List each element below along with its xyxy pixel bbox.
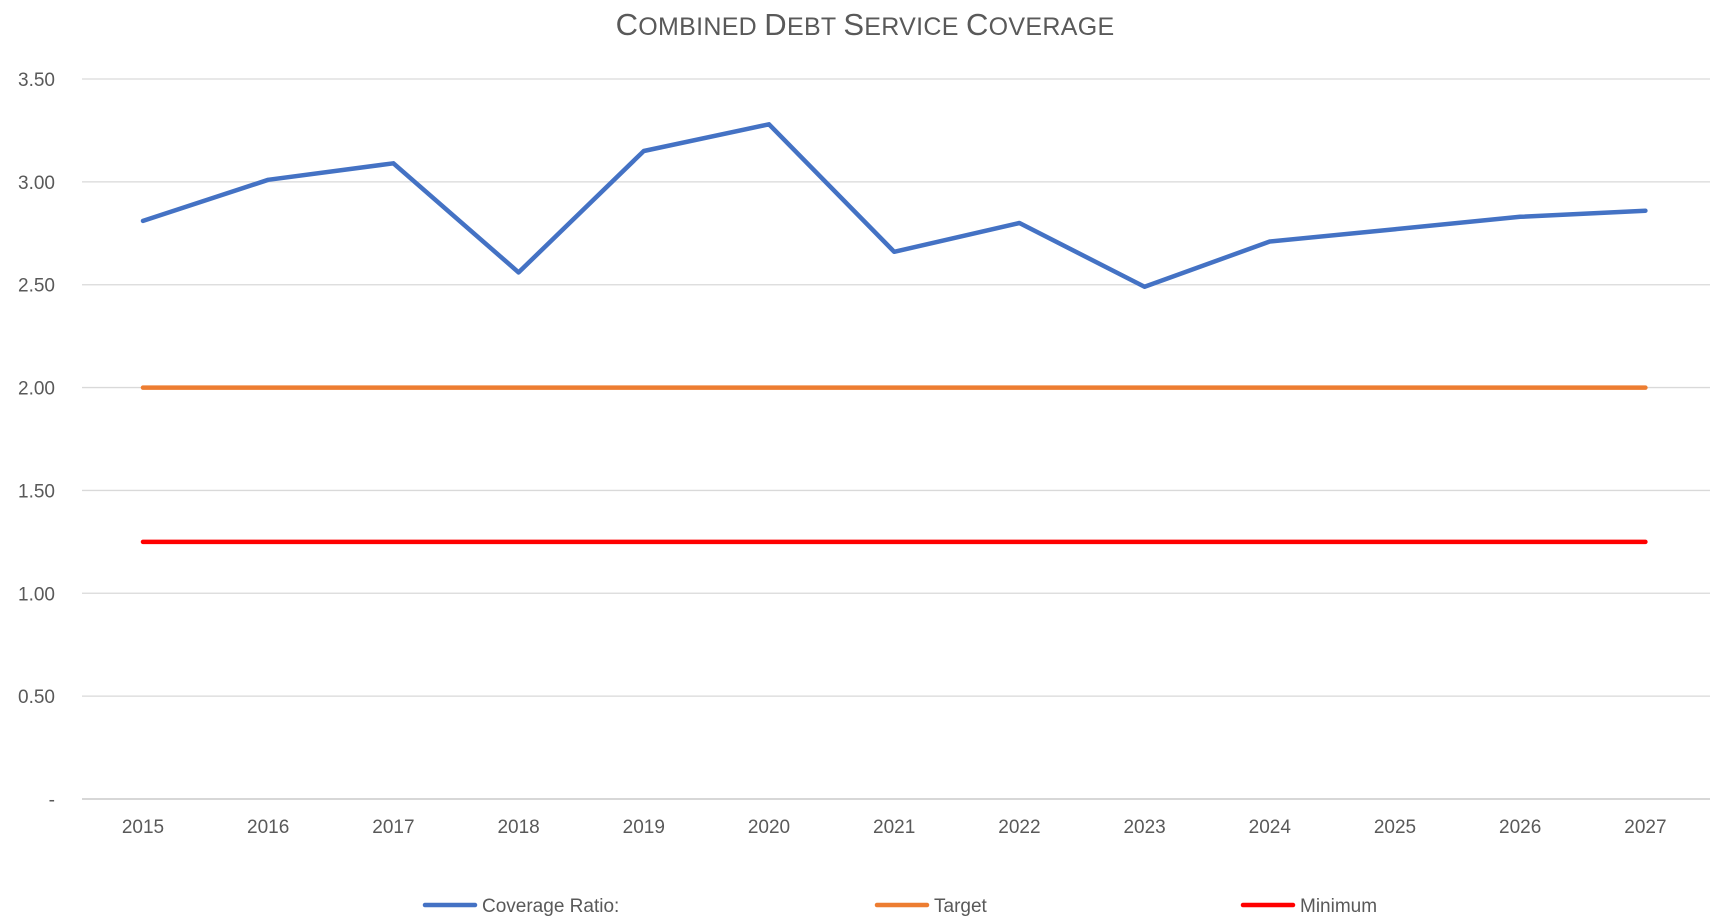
y-tick-label: 3.50 <box>18 70 55 91</box>
y-tick-label: - <box>49 790 55 811</box>
legend: Coverage Ratio: Target Minimum <box>422 896 1377 917</box>
title-word-rest: OMBINED <box>638 13 757 41</box>
y-tick-label: 1.50 <box>18 481 55 502</box>
title-word-initial: D <box>764 7 787 42</box>
x-tick-label: 2025 <box>1374 817 1416 838</box>
x-tick-label: 2015 <box>122 817 164 838</box>
x-tick-label: 2022 <box>998 817 1040 838</box>
title-word-rest: EBT <box>787 13 836 41</box>
y-tick-label: 2.50 <box>18 276 55 297</box>
y-tick-label: 2.00 <box>18 379 55 400</box>
y-tick-label: 0.50 <box>18 687 55 708</box>
title-word-initial: C <box>616 7 639 42</box>
y-axis-tick-labels: - 0.50 1.00 1.50 2.00 2.50 3.00 3.50 <box>18 70 55 811</box>
x-tick-label: 2018 <box>497 817 539 838</box>
legend-label: Coverage Ratio: <box>482 896 619 917</box>
x-tick-label: 2021 <box>873 817 915 838</box>
x-tick-label: 2026 <box>1499 817 1541 838</box>
series-line-coverage-ratio <box>140 122 1648 290</box>
y-tick-label: 1.00 <box>18 584 55 605</box>
x-tick-label: 2027 <box>1624 817 1666 838</box>
title-word-rest: OVERAGE <box>989 13 1115 41</box>
x-axis-tick-labels: 2015 2016 2017 2018 2019 2020 2021 2022 2023 2024… <box>122 817 1667 838</box>
title-word-initial: C <box>966 7 989 42</box>
x-tick-label: 2017 <box>372 817 414 838</box>
x-tick-label: 2016 <box>247 817 289 838</box>
x-tick-label: 2023 <box>1123 817 1165 838</box>
y-tick-label: 3.00 <box>18 173 55 194</box>
legend-label: Target <box>934 896 988 917</box>
gridlines <box>82 78 1710 800</box>
title-word-rest: ERVICE <box>864 13 958 41</box>
series-lines <box>140 122 1648 545</box>
x-tick-label: 2019 <box>623 817 665 838</box>
x-tick-label: 2024 <box>1249 817 1292 838</box>
title-word-initial: S <box>843 7 864 42</box>
chart-title: COMBINED DEBT SERVICE COVERAGE <box>616 7 1115 42</box>
legend-label: Minimum <box>1300 896 1377 917</box>
x-tick-label: 2020 <box>748 817 790 838</box>
